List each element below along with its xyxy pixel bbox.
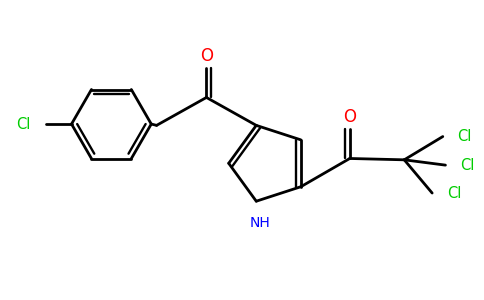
Text: O: O <box>343 108 356 126</box>
Text: Cl: Cl <box>447 185 461 200</box>
Text: NH: NH <box>249 216 270 230</box>
Text: Cl: Cl <box>460 158 474 172</box>
Text: Cl: Cl <box>16 116 31 131</box>
Text: Cl: Cl <box>457 129 472 144</box>
Text: O: O <box>200 46 213 64</box>
